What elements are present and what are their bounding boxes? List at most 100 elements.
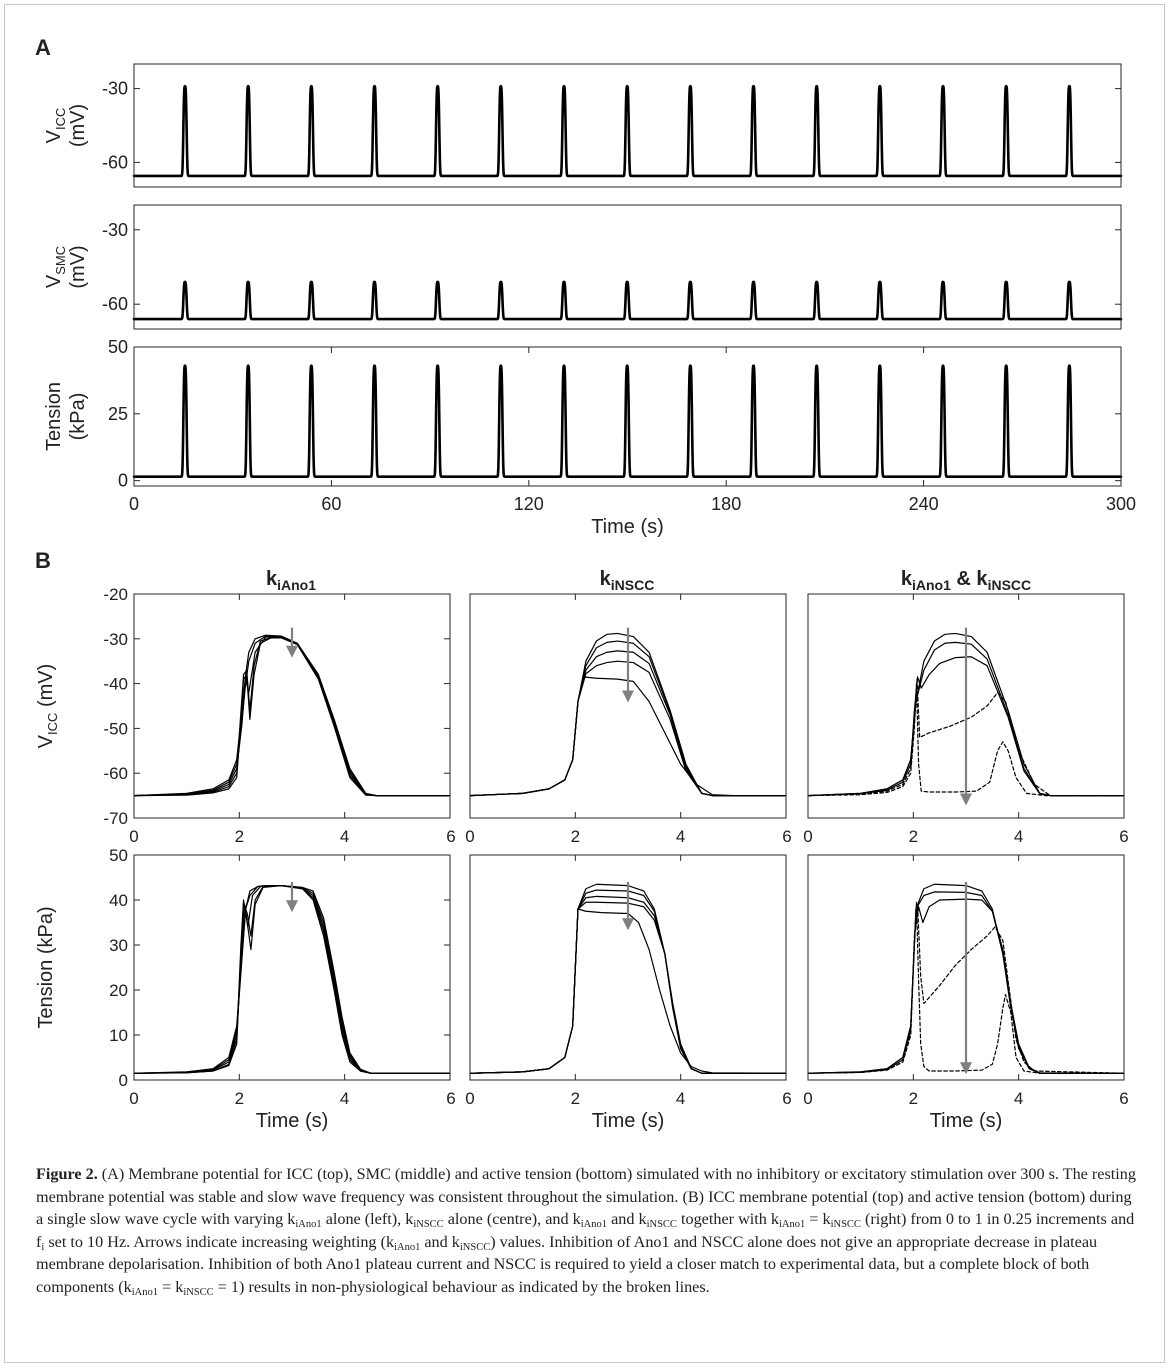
panel-b-label: B [35, 548, 51, 573]
y-tick-label: -60 [102, 152, 128, 172]
caption-sub: iNSCC [413, 1219, 444, 1230]
y-tick-label: 10 [109, 1026, 128, 1045]
series-line-5 [469, 676, 787, 797]
caption-text: alone (centre), and k [443, 1210, 581, 1228]
series-line-1 [132, 364, 1123, 478]
chart-b-vicc-kiano1: -20 -30 -40 -50 -60 -700 2 4 6 VICC (mV) [35, 585, 456, 846]
caption-text: = k [805, 1210, 831, 1228]
x-tick-label: 240 [909, 494, 939, 514]
x-axis-label: Time (s) [592, 1110, 665, 1132]
x-tick-label: 2 [571, 827, 580, 846]
caption-text: set to 10 Hz. Arrows indicate increasing… [44, 1232, 395, 1251]
series-line-2 [807, 641, 1125, 797]
x-tick-label: 4 [676, 1089, 685, 1108]
series-line-3 [133, 636, 451, 797]
x-tick-label: 0 [129, 1089, 138, 1108]
y-tick-label: 50 [109, 846, 128, 865]
y-tick-label: 20 [109, 981, 128, 1000]
caption-text: and k [420, 1232, 460, 1251]
chart-b-tension-both: 0 2 4 6 Time (s) [803, 854, 1129, 1132]
caption-text: ) values. Inhibition of Ano1 and NSCC al… [36, 1232, 1098, 1296]
figure-graphic: A B kiAno1 kiNSCC kiAno1 & kiNSCC -30 -60… [35, 35, 1136, 1132]
chart-b-tension-kiano1: 0 10 20 30 40 50 0 2 4 6 Time (s) Tension (kPa) [35, 846, 456, 1132]
x-tick-label: 2 [235, 827, 244, 846]
x-tick-label: 4 [340, 827, 349, 846]
caption-sub: iNSCC [830, 1219, 861, 1230]
caption-sub: iNSCC [183, 1286, 214, 1298]
series-line-5 [807, 901, 1125, 1074]
x-tick-label: 0 [803, 1089, 812, 1108]
series-line-1 [132, 84, 1123, 178]
series-line-4 [807, 678, 1125, 797]
axes-frame [469, 593, 787, 819]
caption-text: and k [607, 1210, 647, 1228]
y-tick-label: -20 [103, 585, 128, 604]
chart-b-tension-kinscc: 0 2 4 6 Time (s) [465, 854, 792, 1132]
axes-frame [807, 854, 1125, 1081]
x-axis-label: Time (s) [591, 516, 664, 538]
caption-label: Figure 2. [36, 1165, 98, 1183]
x-tick-label: 0 [465, 1089, 474, 1108]
y-axis-label: VICC(mV) [43, 104, 89, 147]
series-line-1 [133, 634, 451, 797]
x-tick-label: 120 [514, 494, 544, 514]
column-title-both: kiAno1 & kiNSCC [901, 568, 1031, 593]
axes-frame [133, 593, 451, 819]
y-tick-label: 0 [119, 1071, 128, 1090]
arrow-head [286, 900, 298, 913]
x-tick-label: 4 [1014, 1089, 1023, 1108]
series-line-3 [807, 898, 1125, 1074]
chart-a-bottom: 0 25 50 0 60 120 180 240 300 Time (s) Tension (kPa) [43, 337, 1136, 538]
y-tick-label: -70 [103, 809, 128, 828]
x-tick-label: 0 [129, 827, 138, 846]
x-tick-label: 300 [1106, 494, 1136, 514]
caption-sub: iAno1 [394, 1241, 421, 1253]
series-line-5 [469, 908, 787, 1074]
x-tick-label: 2 [571, 1089, 580, 1108]
y-tick-label: -60 [103, 764, 128, 783]
series-line-1 [132, 280, 1123, 321]
series-line-1 [133, 885, 451, 1074]
x-tick-label: 6 [782, 1089, 791, 1108]
chart-b-vicc-kinscc: 0 2 4 6 [465, 593, 792, 846]
y-tick-label: -30 [102, 79, 128, 99]
y-tick-label: 25 [108, 404, 128, 424]
y-tick-label: 40 [109, 891, 128, 910]
x-tick-label: 60 [321, 494, 341, 514]
chart-a-top: -30 -60 VICC(mV) [43, 63, 1123, 188]
caption-sub: iNSCC [646, 1219, 677, 1230]
axes-frame [807, 593, 1125, 819]
x-tick-label: 0 [129, 494, 139, 514]
x-tick-label: 4 [340, 1089, 349, 1108]
y-axis-label: VICC (mV) [35, 664, 60, 749]
x-tick-label: 0 [465, 827, 474, 846]
axes-frame [133, 854, 451, 1081]
figure-frame [4, 4, 1165, 1363]
series-line-4 [133, 636, 451, 797]
axes-frame [133, 346, 1122, 487]
series-line-3 [133, 885, 451, 1074]
x-tick-label: 4 [676, 827, 685, 846]
series-line-2 [133, 635, 451, 797]
chart-b-vicc-both: 0 2 4 6 [803, 593, 1129, 846]
caption-sub: iAno1 [295, 1219, 322, 1230]
y-tick-label: -60 [102, 294, 128, 314]
x-axis-label: Time (s) [256, 1110, 329, 1132]
arrow-head [960, 1062, 972, 1075]
caption-sub: i [41, 1241, 45, 1253]
x-tick-label: 2 [909, 827, 918, 846]
x-tick-label: 180 [711, 494, 741, 514]
y-axis-label: Tension (kPa) [35, 906, 57, 1028]
caption-sub: iNSCC [459, 1241, 491, 1253]
x-tick-label: 4 [1014, 827, 1023, 846]
caption-text: (right) from 0 to 1 in 0.25 increments a… [36, 1210, 1135, 1251]
y-tick-label: 30 [109, 936, 128, 955]
y-axis-label: Tension (kPa) [43, 382, 89, 451]
column-title-kiano1: kiAno1 [266, 568, 316, 593]
caption-sub: iAno1 [580, 1219, 608, 1230]
figure-caption: Figure 2. (A) Membrane potential for ICC… [36, 1163, 1136, 1298]
arrow-head [622, 690, 634, 703]
x-tick-label: 0 [803, 827, 812, 846]
series-line-5 [133, 885, 451, 1074]
